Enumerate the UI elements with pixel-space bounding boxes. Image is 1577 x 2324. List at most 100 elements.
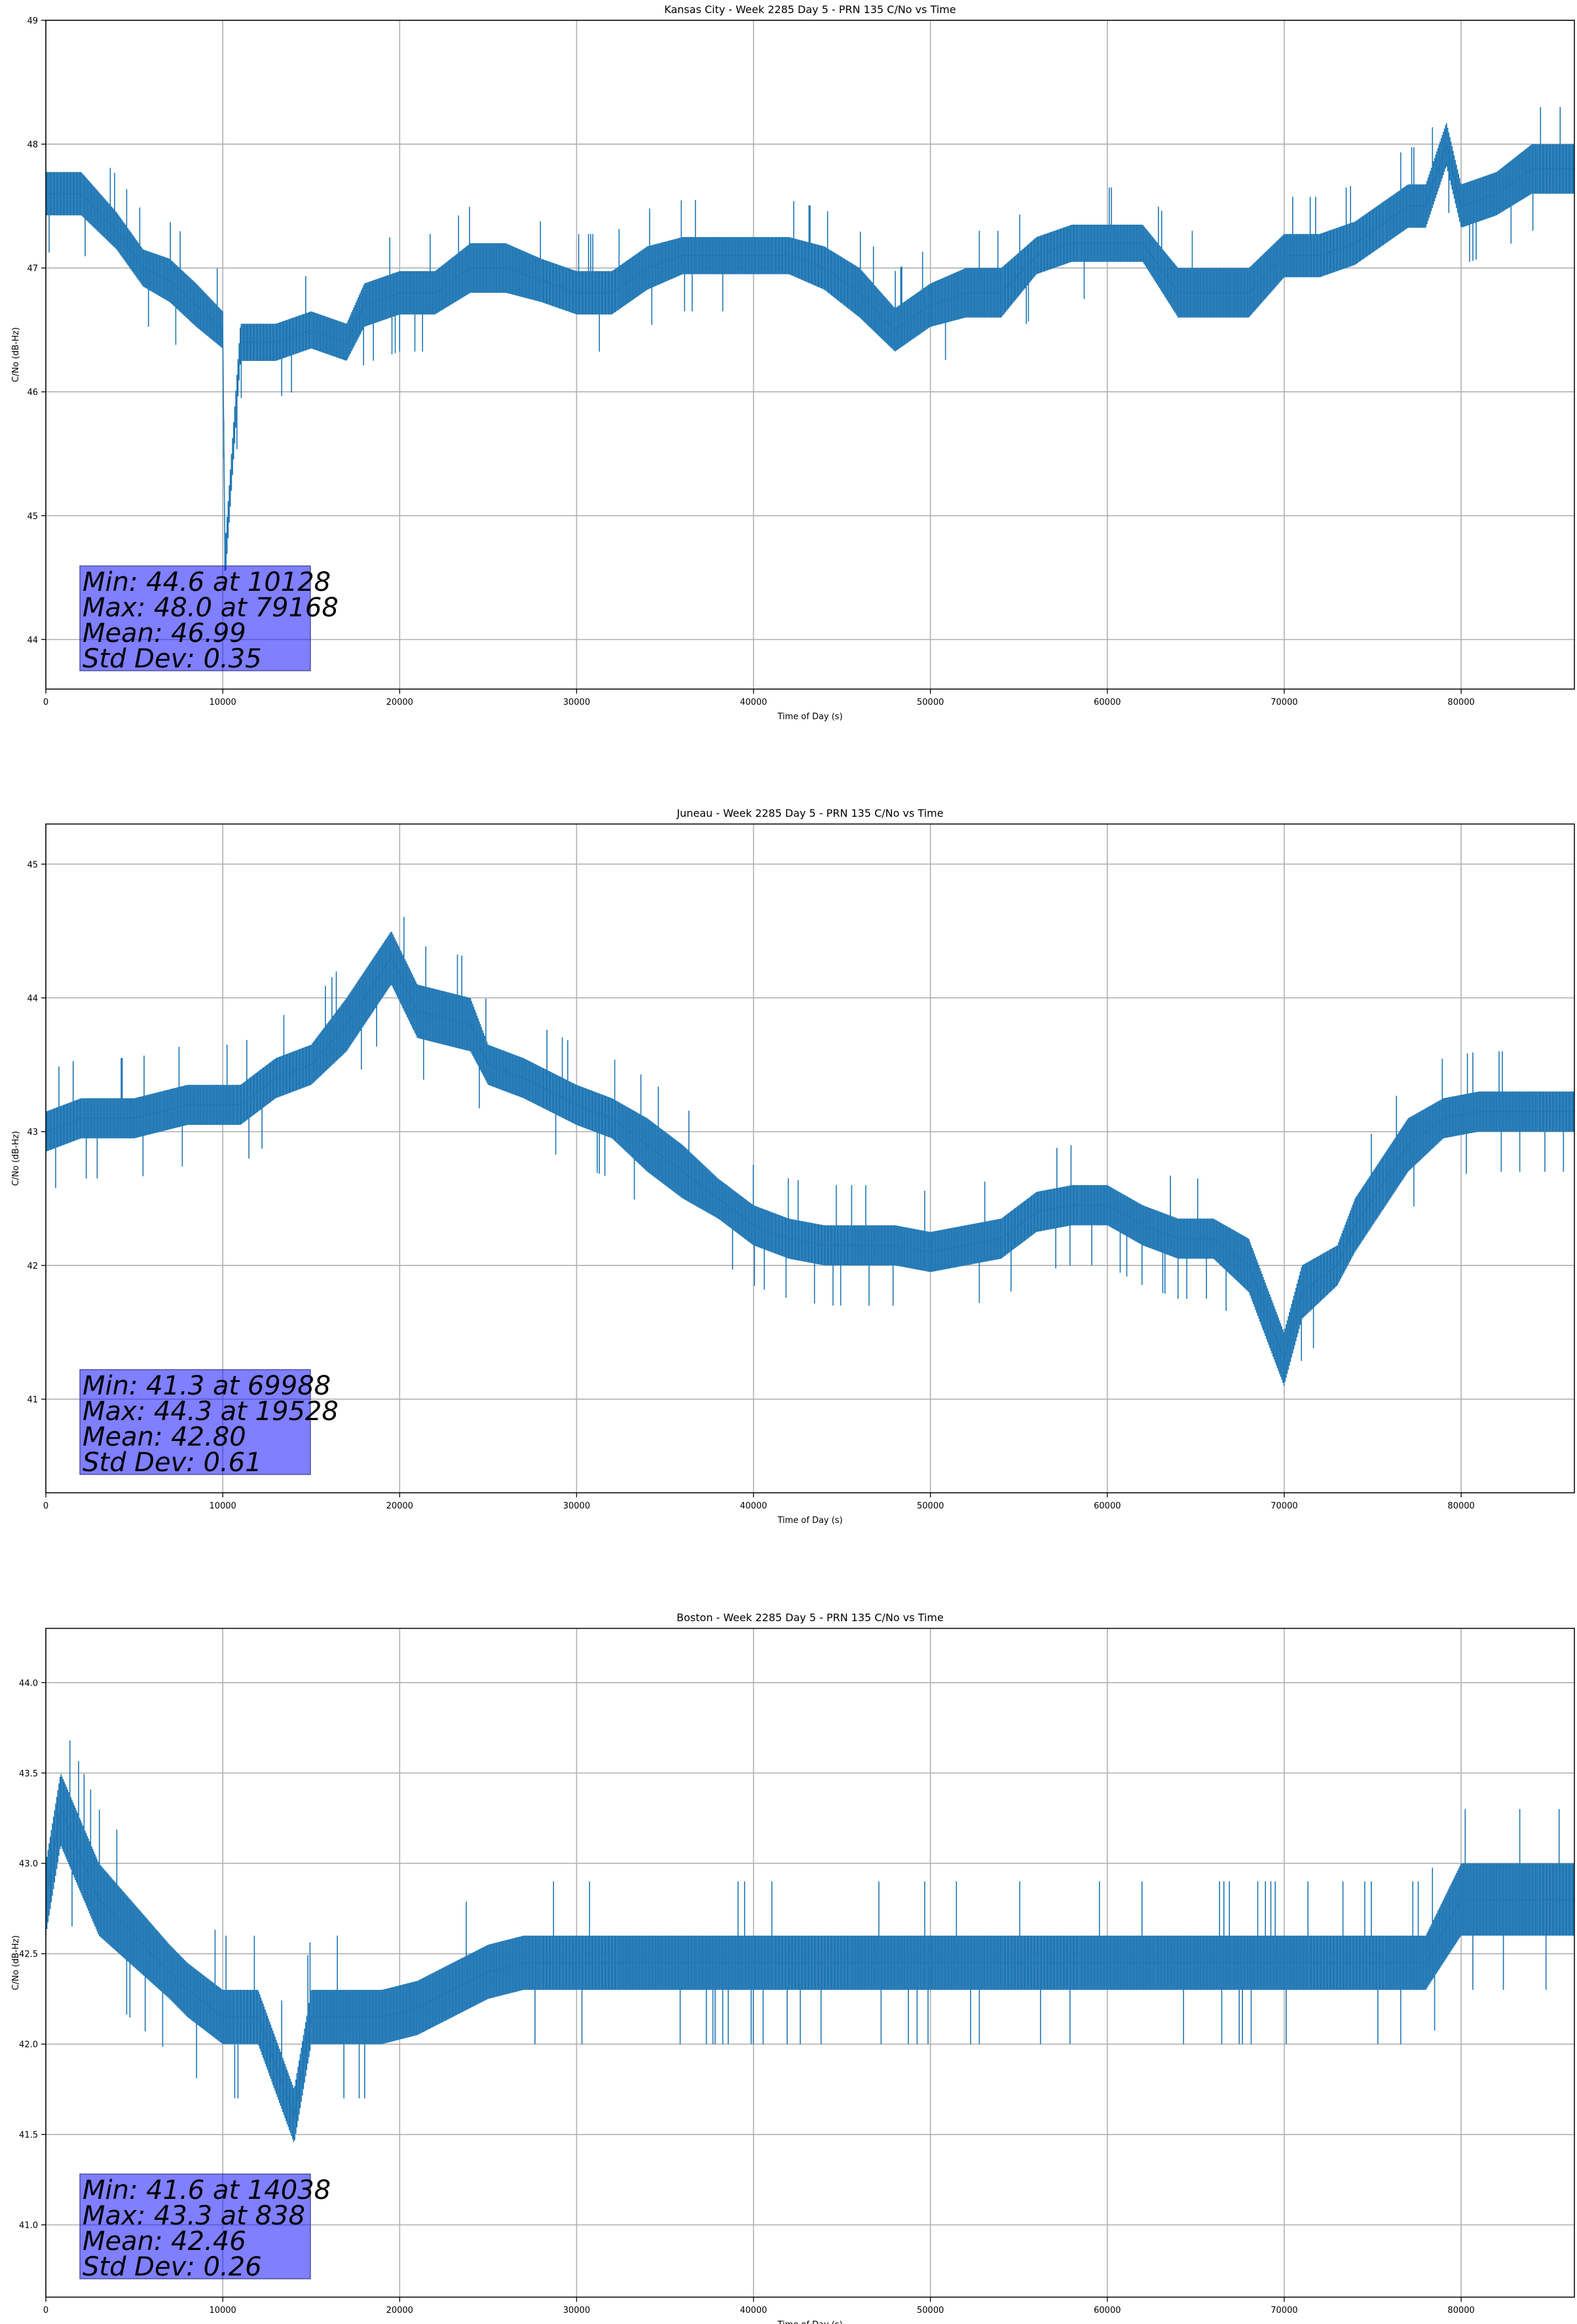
data-point <box>1213 1962 1214 1964</box>
data-point <box>390 957 392 958</box>
data-point <box>169 280 170 281</box>
data-point <box>965 1245 967 1246</box>
data-point <box>222 329 223 331</box>
data-point <box>346 1024 348 1026</box>
y-tick-label: 42.5 <box>19 1950 38 1960</box>
data-point <box>1478 1111 1479 1112</box>
chart-title: Boston - Week 2285 Day 5 - PRN 135 C/No … <box>677 1611 944 1624</box>
data-point <box>417 1011 418 1012</box>
x-tick-label: 80000 <box>1447 698 1474 707</box>
x-tick-label: 80000 <box>1447 2306 1474 2315</box>
y-tick-label: 42 <box>27 1262 38 1271</box>
data-point <box>222 2016 223 2018</box>
data-point <box>1372 1197 1373 1199</box>
data-point <box>399 292 401 293</box>
data-point <box>1248 1265 1250 1266</box>
chart-panel-2: 0 10000 20000 30000 40000 50000 60000 70000 8000… <box>11 807 1575 1526</box>
x-tick-label: 70000 <box>1271 2306 1297 2315</box>
data-point <box>752 1224 754 1226</box>
x-tick-label: 60000 <box>1094 1501 1121 1511</box>
stats-box <box>79 1369 311 1475</box>
data-point <box>1337 1265 1338 1266</box>
data-point <box>452 1989 454 1991</box>
x-tick-label: 30000 <box>563 698 590 707</box>
data-point <box>381 2016 383 2018</box>
x-tick-label: 60000 <box>1094 2306 1121 2315</box>
y-tick-label: 41 <box>27 1395 38 1405</box>
y-tick-label: 44 <box>27 635 38 645</box>
data-point <box>470 267 472 269</box>
data-point <box>894 1962 896 1964</box>
data-point <box>682 1962 684 1964</box>
data-point <box>523 1962 525 1964</box>
data-point <box>1425 1962 1426 1964</box>
axes-frame <box>45 20 1575 690</box>
data-point <box>611 1117 613 1119</box>
stats-line: Std Dev: 0.26 <box>83 2252 262 2282</box>
data-point <box>1443 1117 1444 1119</box>
data-point <box>240 341 241 343</box>
data-point <box>1496 193 1497 195</box>
data-point <box>611 292 613 293</box>
data-point <box>576 292 578 293</box>
data-point <box>346 2016 348 2018</box>
data-point <box>1390 217 1391 219</box>
data-point <box>1354 1224 1356 1226</box>
data-point <box>1513 1111 1515 1112</box>
data-point <box>1460 1899 1462 1900</box>
stats-line: Max: 44.3 at 19528 <box>83 1396 339 1427</box>
data-point <box>1107 1962 1108 1964</box>
data-point <box>646 1144 648 1146</box>
data-point <box>823 1245 825 1246</box>
data-point <box>434 292 436 293</box>
data-point <box>487 1971 489 1973</box>
data-point <box>788 1238 790 1239</box>
y-axis-label: C/No (dB-Hz) <box>11 328 21 383</box>
data-point <box>275 1078 276 1079</box>
data-point <box>1531 1899 1532 1900</box>
y-tick-label: 43.0 <box>19 1860 38 1869</box>
data-point <box>1142 1224 1143 1226</box>
data-point <box>894 1245 896 1246</box>
data-point <box>929 1251 931 1253</box>
data-point <box>735 1962 737 1964</box>
data-point <box>540 280 542 281</box>
x-tick-label: 30000 <box>563 1501 590 1511</box>
data-point <box>1071 1205 1073 1206</box>
data-point <box>823 267 825 269</box>
data-point <box>1284 255 1285 257</box>
data-point <box>1460 205 1462 207</box>
x-tick-label: 10000 <box>209 1501 236 1511</box>
y-tick-label: 47 <box>27 264 38 274</box>
y-tick-label: 44.0 <box>19 1679 38 1689</box>
x-tick-label: 50000 <box>917 698 944 707</box>
x-tick-label: 80000 <box>1447 1501 1474 1511</box>
data-point <box>1390 1171 1391 1172</box>
data-point <box>505 267 507 269</box>
data-point <box>965 292 967 293</box>
data-point <box>363 305 365 306</box>
data-point <box>1035 255 1037 257</box>
y-tick-label: 41.5 <box>19 2131 38 2141</box>
stats-line: Min: 41.6 at 14038 <box>83 2175 331 2205</box>
data-point <box>1354 242 1356 244</box>
data-point <box>1407 1144 1409 1146</box>
x-axis-label: Time of Day (s) <box>777 712 842 722</box>
data-point <box>81 1117 82 1119</box>
data-point <box>470 1024 472 1026</box>
data-point <box>417 2007 418 2009</box>
data-point <box>1319 255 1320 257</box>
data-point <box>717 1197 719 1199</box>
data-point <box>1107 242 1108 244</box>
data-point <box>275 341 276 343</box>
data-point <box>310 1064 312 1066</box>
data-point <box>98 1899 100 1900</box>
data-point <box>116 230 117 232</box>
y-tick-label: 43 <box>27 1128 38 1138</box>
x-tick-label: 0 <box>43 1501 48 1511</box>
data-point <box>1213 1238 1214 1239</box>
x-axis-label: Time of Day (s) <box>777 2320 842 2324</box>
y-tick-label: 41.0 <box>19 2221 38 2231</box>
data-point <box>1107 1205 1108 1206</box>
data-point <box>169 1971 170 1973</box>
